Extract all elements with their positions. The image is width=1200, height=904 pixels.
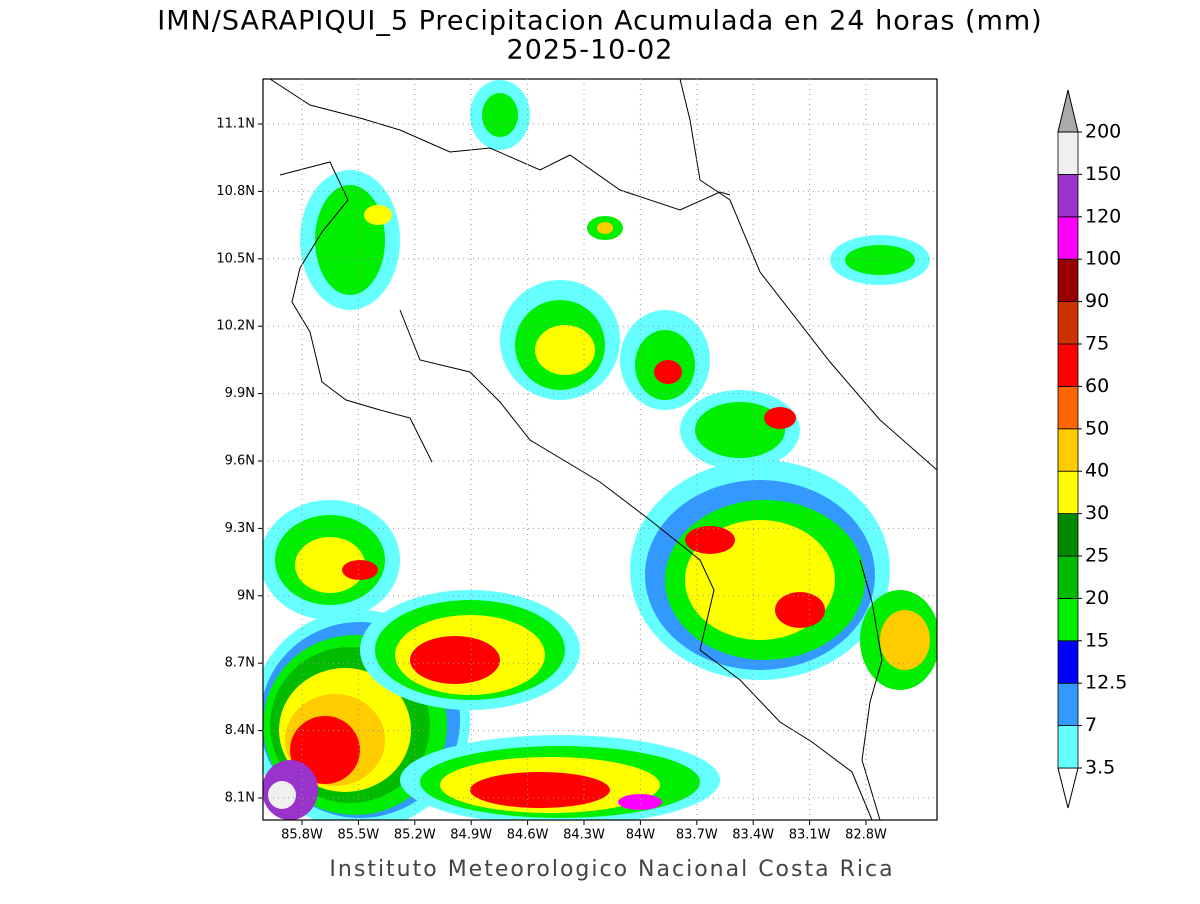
lat-tick-label: 11.1N <box>216 117 255 132</box>
lat-tick-label: 9.3N <box>225 521 255 536</box>
colorbar-label: 30 <box>1085 502 1109 524</box>
colorbar-box <box>1057 640 1079 684</box>
lon-tick-label: 83.7W <box>676 828 718 843</box>
lat-tick-label: 9.9N <box>225 386 255 401</box>
footer: Instituto Meteorologico Nacional Costa R… <box>329 857 894 882</box>
lon-tick-label: 85.2W <box>394 828 436 843</box>
colorbar-label: 90 <box>1085 290 1109 312</box>
colorbar-box <box>1057 131 1079 175</box>
colorbar-box <box>1057 428 1079 472</box>
lon-tick-label: 82.8W <box>845 828 887 843</box>
lat-tick-label: 10.2N <box>216 319 255 334</box>
title: IMN/SARAPIQUI_5 Precipitacion Acumulada … <box>157 6 1042 37</box>
lon-tick-label: 84.9W <box>450 828 492 843</box>
colorbar-label: 75 <box>1085 333 1109 355</box>
coastline <box>269 78 938 821</box>
lat-tick-label: 10.8N <box>216 184 255 199</box>
lat-tick-label: 9.6N <box>225 454 255 469</box>
lon-tick-label: 83.4W <box>732 828 774 843</box>
colorbar-box <box>1057 470 1079 515</box>
lat-tick-label: 8.4N <box>225 723 255 738</box>
lat-tick-label: 8.1N <box>225 791 255 806</box>
colorbar-label: 100 <box>1085 248 1121 270</box>
lon-tick-label: 84.6W <box>507 828 549 843</box>
colorbar-label: 25 <box>1085 545 1109 567</box>
lon-tick-label: 85.8W <box>281 828 323 843</box>
colorbar-box <box>1057 725 1079 769</box>
colorbar-label: 15 <box>1085 629 1109 651</box>
colorbar-box <box>1057 598 1079 642</box>
lat-tick-label: 10.5N <box>216 251 255 266</box>
colorbar-box <box>1057 555 1079 599</box>
colorbar-box <box>1057 513 1079 557</box>
colorbar-box <box>1057 301 1079 345</box>
colorbar-label: 60 <box>1085 375 1109 397</box>
colorbar-label: 40 <box>1085 460 1109 482</box>
colorbar-box <box>1057 258 1079 303</box>
colorbar-box <box>1057 216 1079 260</box>
colorbar-label: 120 <box>1085 205 1121 227</box>
precip-field <box>263 79 937 820</box>
lon-tick-label: 84W <box>626 828 656 843</box>
colorbar-label: 3.5 <box>1085 757 1115 779</box>
colorbar-over <box>1057 89 1079 133</box>
colorbar-label: 7 <box>1085 714 1097 736</box>
colorbar-label: 20 <box>1085 587 1109 609</box>
colorbar-label: 50 <box>1085 417 1109 439</box>
lon-tick-label: 83.1W <box>789 828 831 843</box>
colorbar-box <box>1057 173 1079 218</box>
colorbar-label: 12.5 <box>1085 672 1127 694</box>
colorbar-box <box>1057 343 1079 387</box>
lon-tick-label: 84.3W <box>563 828 605 843</box>
lon-tick-label: 85.5W <box>337 828 379 843</box>
colorbar-box <box>1057 385 1079 430</box>
subtitle: 2025-10-02 <box>507 35 674 66</box>
lat-tick-label: 8.7N <box>225 656 255 671</box>
colorbar-label: 150 <box>1085 163 1121 185</box>
lat-tick-label: 9N <box>237 588 255 603</box>
map-frame <box>262 78 938 821</box>
colorbar-under <box>1057 767 1079 809</box>
colorbar-label: 200 <box>1085 121 1121 143</box>
colorbar-box <box>1057 682 1079 727</box>
